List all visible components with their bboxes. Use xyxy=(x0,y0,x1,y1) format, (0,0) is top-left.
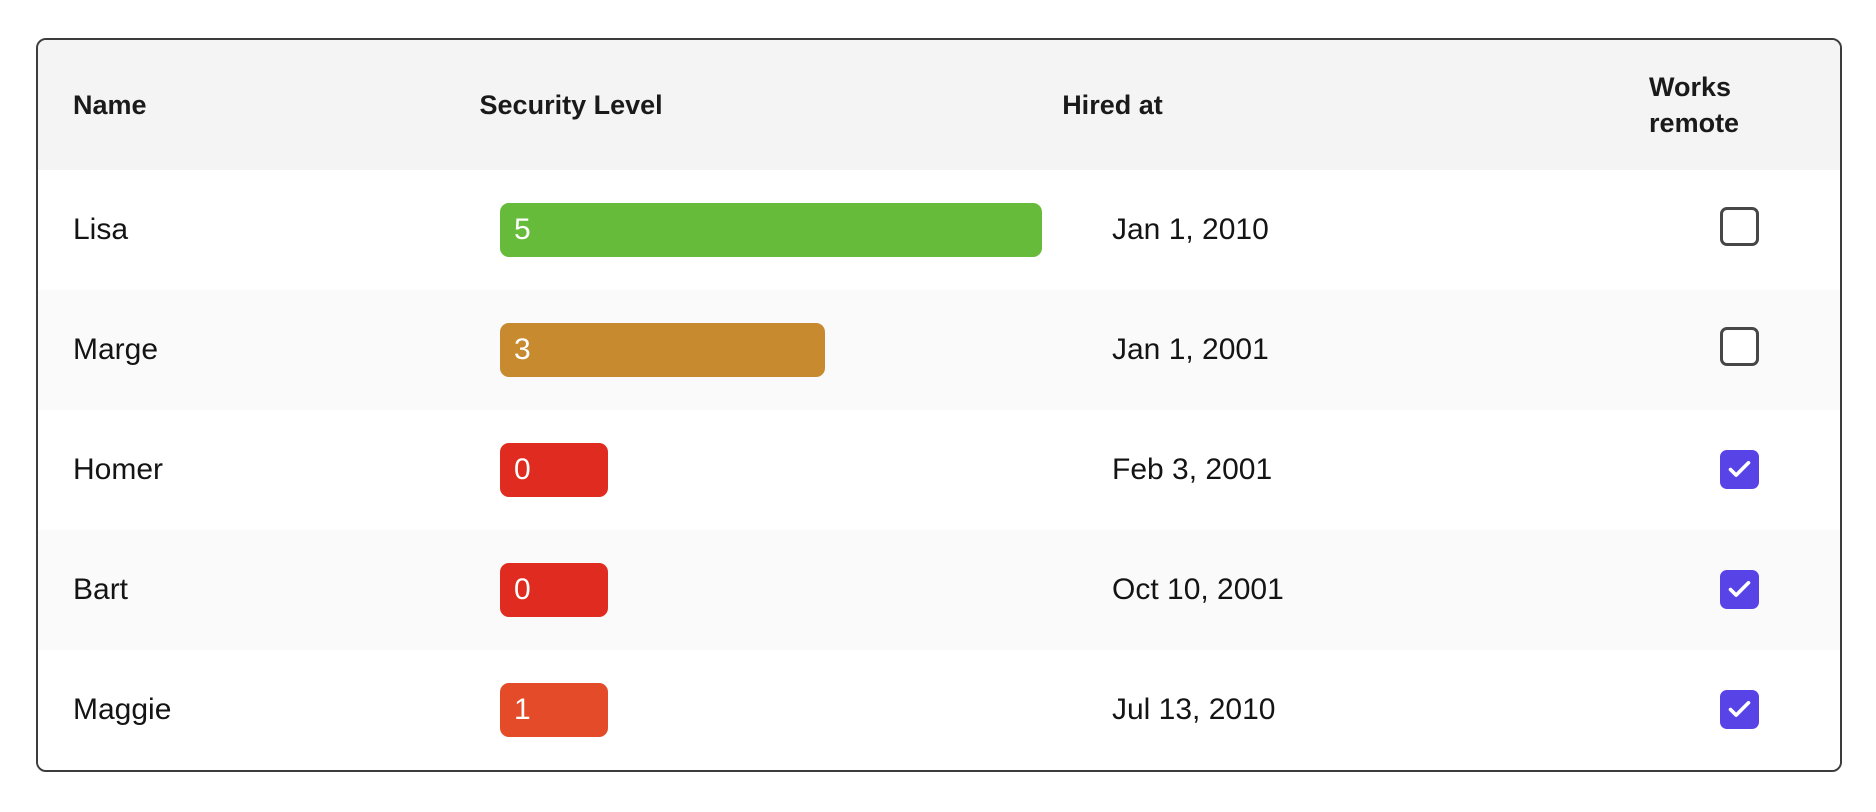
security-level-cell: 3 xyxy=(500,323,1112,377)
check-icon xyxy=(1728,460,1751,477)
security-level-cell: 0 xyxy=(500,443,1112,497)
security-level-value: 3 xyxy=(514,333,531,366)
table-header-row: Name Security Level Hired at Works remot… xyxy=(38,40,1840,170)
hired-at-date: Jan 1, 2001 xyxy=(1112,333,1269,366)
security-level-cell: 5 xyxy=(500,203,1112,257)
table-row: Homer 0 Feb 3, 2001 xyxy=(38,410,1840,530)
table-row: Marge 3 Jan 1, 2001 xyxy=(38,290,1840,410)
employee-name: Lisa xyxy=(73,213,129,246)
hired-at-date: Feb 3, 2001 xyxy=(1112,453,1273,486)
hired-at-date: Oct 10, 2001 xyxy=(1112,573,1284,606)
security-level-value: 5 xyxy=(514,213,531,246)
security-level-bar: 5 xyxy=(500,203,1042,257)
check-icon xyxy=(1728,700,1751,717)
works-remote-cell xyxy=(1720,689,1840,731)
column-header-hired-at: Hired at xyxy=(1062,89,1163,120)
security-level-bar: 3 xyxy=(500,323,825,377)
security-level-cell: 0 xyxy=(500,563,1112,617)
works-remote-checkbox[interactable] xyxy=(1720,206,1759,246)
table-row: Lisa 5 Jan 1, 2010 xyxy=(38,170,1840,290)
table-row: Bart 0 Oct 10, 2001 xyxy=(38,530,1840,650)
works-remote-cell xyxy=(1720,569,1840,611)
works-remote-checkbox[interactable] xyxy=(1720,569,1759,609)
employee-name: Bart xyxy=(73,573,129,606)
works-remote-cell xyxy=(1720,326,1840,374)
column-header-security-level: Security Level xyxy=(479,89,663,120)
security-level-value: 1 xyxy=(514,693,531,726)
security-level-value: 0 xyxy=(514,573,531,606)
works-remote-checkbox[interactable] xyxy=(1720,326,1759,366)
security-level-bar: 0 xyxy=(500,443,608,497)
works-remote-cell xyxy=(1720,449,1840,491)
check-icon xyxy=(1728,580,1751,597)
security-level-bar: 1 xyxy=(500,683,608,737)
works-remote-cell xyxy=(1720,206,1840,254)
security-level-bar: 0 xyxy=(500,563,608,617)
works-remote-checkbox[interactable] xyxy=(1720,449,1759,489)
employee-name: Marge xyxy=(73,333,159,366)
works-remote-checkbox[interactable] xyxy=(1720,689,1759,729)
column-header-works-remote: Works remote xyxy=(1649,71,1740,138)
employee-name: Maggie xyxy=(73,693,172,726)
security-level-cell: 1 xyxy=(500,683,1112,737)
hired-at-date: Jan 1, 2010 xyxy=(1112,213,1269,246)
hired-at-date: Jul 13, 2010 xyxy=(1112,693,1276,726)
table-row: Maggie 1 Jul 13, 2010 xyxy=(38,650,1840,770)
employee-table-card: Name Security Level Hired at Works remot… xyxy=(36,38,1842,772)
column-header-name: Name xyxy=(73,89,147,120)
security-level-value: 0 xyxy=(514,453,531,486)
employee-name: Homer xyxy=(73,453,164,486)
